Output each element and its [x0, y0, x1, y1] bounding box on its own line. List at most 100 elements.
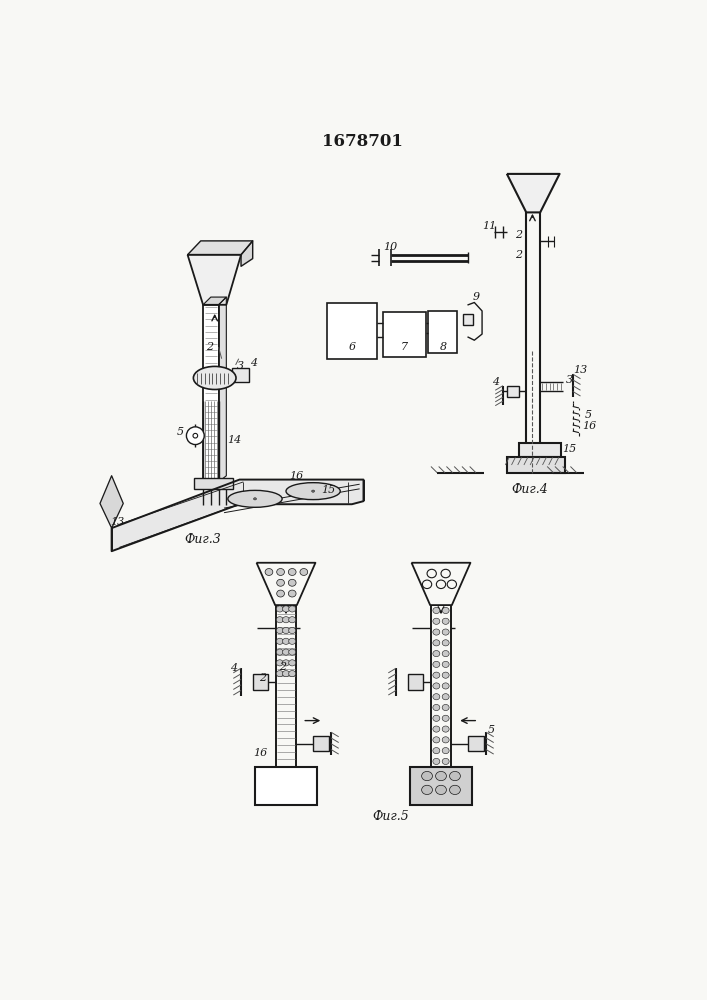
- Ellipse shape: [433, 694, 440, 700]
- Ellipse shape: [433, 640, 440, 646]
- Text: 16: 16: [253, 748, 267, 758]
- Ellipse shape: [442, 758, 449, 764]
- Ellipse shape: [283, 606, 289, 612]
- Ellipse shape: [276, 579, 284, 586]
- Ellipse shape: [288, 671, 296, 677]
- Ellipse shape: [194, 366, 236, 389]
- Ellipse shape: [442, 618, 449, 624]
- Ellipse shape: [276, 590, 284, 597]
- Text: 5: 5: [488, 725, 495, 735]
- Text: 6: 6: [349, 342, 356, 352]
- Polygon shape: [187, 241, 252, 255]
- Ellipse shape: [433, 748, 440, 754]
- Polygon shape: [112, 480, 363, 551]
- Bar: [252, 674, 268, 690]
- Ellipse shape: [442, 715, 449, 721]
- Text: 3: 3: [566, 375, 573, 385]
- Text: 2: 2: [279, 662, 286, 672]
- Ellipse shape: [433, 661, 440, 667]
- Text: 8: 8: [440, 342, 447, 352]
- Polygon shape: [187, 255, 241, 305]
- Bar: [410, 767, 472, 805]
- Ellipse shape: [288, 590, 296, 597]
- Ellipse shape: [442, 672, 449, 678]
- Ellipse shape: [442, 661, 449, 667]
- Ellipse shape: [433, 607, 440, 614]
- Bar: [232, 368, 249, 382]
- Ellipse shape: [276, 617, 284, 623]
- Ellipse shape: [442, 726, 449, 732]
- Text: 13: 13: [573, 365, 588, 375]
- Ellipse shape: [450, 785, 460, 795]
- Ellipse shape: [276, 660, 284, 666]
- Text: Фиг.4: Фиг.4: [512, 483, 549, 496]
- Ellipse shape: [193, 433, 198, 438]
- Ellipse shape: [288, 649, 296, 655]
- Polygon shape: [203, 297, 226, 305]
- Bar: [507, 386, 518, 397]
- Bar: [468, 736, 484, 751]
- Bar: [507, 457, 565, 473]
- Bar: [203, 305, 218, 482]
- Ellipse shape: [283, 660, 289, 666]
- Text: 4: 4: [250, 358, 257, 368]
- Ellipse shape: [442, 694, 449, 700]
- Ellipse shape: [433, 672, 440, 678]
- Polygon shape: [241, 241, 252, 266]
- Ellipse shape: [433, 704, 440, 711]
- Ellipse shape: [276, 671, 284, 677]
- Text: 9: 9: [472, 292, 479, 302]
- Ellipse shape: [187, 427, 204, 445]
- Ellipse shape: [288, 606, 296, 612]
- Ellipse shape: [276, 606, 284, 612]
- Text: 10: 10: [383, 242, 398, 252]
- Text: 5: 5: [176, 427, 183, 437]
- Bar: [327, 303, 378, 359]
- Ellipse shape: [442, 651, 449, 657]
- Ellipse shape: [436, 785, 446, 795]
- Ellipse shape: [286, 483, 340, 500]
- Ellipse shape: [276, 627, 284, 634]
- Ellipse shape: [433, 651, 440, 657]
- Ellipse shape: [433, 715, 440, 721]
- Ellipse shape: [276, 649, 284, 655]
- Text: 2: 2: [515, 250, 522, 260]
- Text: 2: 2: [206, 342, 214, 352]
- Bar: [255, 767, 317, 805]
- Text: 16: 16: [583, 421, 597, 431]
- Ellipse shape: [433, 618, 440, 624]
- Ellipse shape: [433, 683, 440, 689]
- Ellipse shape: [450, 771, 460, 781]
- Ellipse shape: [288, 638, 296, 644]
- Ellipse shape: [283, 627, 289, 634]
- Ellipse shape: [433, 737, 440, 743]
- Ellipse shape: [253, 498, 257, 500]
- Bar: [408, 674, 423, 690]
- Bar: [383, 312, 426, 357]
- Ellipse shape: [421, 771, 433, 781]
- Text: 1678701: 1678701: [322, 133, 403, 150]
- Text: 5: 5: [585, 410, 592, 420]
- Ellipse shape: [433, 726, 440, 732]
- Text: 14: 14: [227, 435, 241, 445]
- Ellipse shape: [228, 490, 282, 507]
- Ellipse shape: [442, 640, 449, 646]
- Text: 16: 16: [289, 471, 303, 481]
- Text: Фиг.5: Фиг.5: [373, 810, 409, 823]
- Ellipse shape: [283, 649, 289, 655]
- Text: 2: 2: [515, 231, 522, 240]
- Ellipse shape: [283, 638, 289, 644]
- Ellipse shape: [433, 629, 440, 635]
- Text: Фиг.3: Фиг.3: [185, 533, 221, 546]
- Text: 15: 15: [562, 444, 576, 454]
- Text: 2: 2: [259, 673, 267, 683]
- Text: 3: 3: [237, 361, 244, 371]
- Ellipse shape: [265, 569, 273, 575]
- Bar: [194, 478, 233, 489]
- Text: 7: 7: [400, 342, 407, 352]
- Ellipse shape: [276, 569, 284, 575]
- Ellipse shape: [442, 748, 449, 754]
- Ellipse shape: [283, 617, 289, 623]
- Ellipse shape: [276, 638, 284, 644]
- Ellipse shape: [288, 660, 296, 666]
